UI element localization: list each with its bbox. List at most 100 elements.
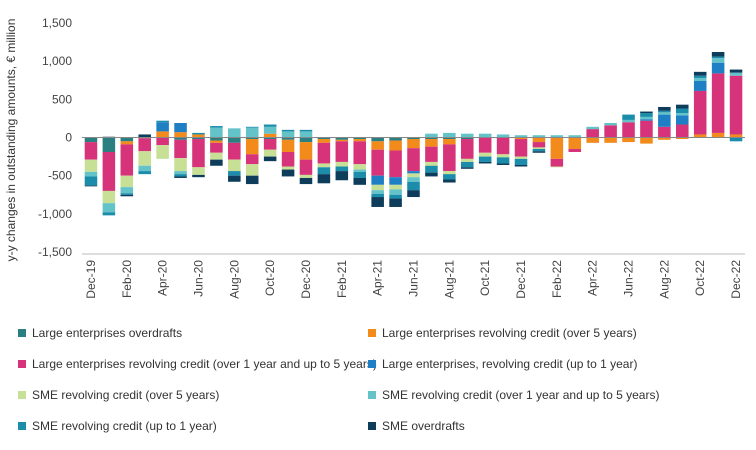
bar-segment bbox=[711, 132, 725, 138]
bar-segment bbox=[407, 173, 420, 178]
bar-segment bbox=[138, 171, 151, 175]
bar-segment bbox=[281, 131, 295, 138]
legend-label: Large enterprises revolving credit (over… bbox=[32, 357, 377, 371]
x-tick-label: Aug-21 bbox=[442, 260, 456, 299]
bar-segment bbox=[353, 171, 367, 178]
bar-segment bbox=[102, 152, 116, 191]
legend-label: SME revolving credit (over 1 year and up… bbox=[382, 388, 660, 402]
legend-swatch bbox=[368, 391, 376, 399]
bar-segment bbox=[693, 90, 707, 135]
bar-segment bbox=[371, 193, 384, 198]
bar-segment bbox=[353, 169, 367, 172]
legend-label: Large enterprises revolving credit (over… bbox=[382, 326, 637, 340]
bar-segment bbox=[192, 139, 205, 168]
bar-segment bbox=[568, 135, 582, 138]
bar-segment bbox=[676, 113, 689, 116]
bar-segment bbox=[245, 127, 259, 138]
bar-segment bbox=[228, 159, 241, 172]
legend-swatch bbox=[368, 329, 376, 337]
bar-segment bbox=[335, 161, 349, 167]
bar-segment bbox=[729, 72, 743, 76]
bar-segment bbox=[532, 135, 546, 138]
bar-segment bbox=[156, 145, 169, 159]
legend-item: SME revolving credit (over 5 years) bbox=[18, 388, 219, 402]
bar-segment bbox=[263, 156, 277, 162]
bar-segment bbox=[496, 154, 510, 158]
bar-segment bbox=[676, 108, 689, 114]
bar-segment bbox=[460, 139, 474, 159]
bar-segment bbox=[245, 154, 259, 165]
bar-segment bbox=[210, 152, 223, 160]
x-tick-label: Oct-22 bbox=[693, 260, 707, 296]
bar-segment bbox=[622, 122, 635, 138]
bar-segment bbox=[120, 194, 134, 197]
x-tick-label: Oct-20 bbox=[263, 260, 277, 296]
bar-segment bbox=[335, 141, 349, 162]
bar-segment bbox=[460, 158, 474, 162]
bar-segment bbox=[156, 120, 169, 123]
bar-segment bbox=[156, 122, 169, 132]
bar-segment bbox=[711, 58, 725, 63]
bar-segment bbox=[478, 161, 492, 164]
legend-label: SME overdrafts bbox=[382, 419, 465, 433]
bar-segment bbox=[711, 52, 725, 57]
bar-segment bbox=[192, 167, 205, 175]
bar-segment bbox=[120, 187, 134, 194]
bar-segment bbox=[245, 175, 259, 185]
legend-swatch bbox=[18, 391, 26, 399]
x-tick-label: Jun-21 bbox=[407, 260, 421, 297]
x-tick-label: Aug-20 bbox=[227, 260, 241, 299]
bar-segment bbox=[443, 179, 456, 183]
bar-segment bbox=[353, 177, 367, 185]
bar-segment bbox=[693, 134, 707, 138]
bar-segment bbox=[532, 147, 546, 149]
bar-segment bbox=[514, 137, 528, 140]
bar-segment bbox=[568, 148, 582, 152]
bar-segment bbox=[174, 139, 187, 159]
legend-item: Large enterprises, revolving credit (up … bbox=[368, 357, 637, 371]
bar-segment bbox=[532, 151, 546, 153]
y-tick-label: -500 bbox=[48, 169, 72, 183]
bar-segment bbox=[263, 139, 277, 150]
bar-segment bbox=[138, 151, 151, 166]
bar-segment bbox=[156, 137, 169, 146]
bar-segment bbox=[407, 171, 420, 174]
y-axis-label: y-y changes in outstanding amounts, € mi… bbox=[4, 19, 18, 262]
bar-segment bbox=[102, 203, 116, 213]
bar-segment bbox=[514, 135, 528, 138]
bar-segment bbox=[658, 126, 671, 138]
bar-segment bbox=[174, 174, 187, 177]
legend-item: SME revolving credit (up to 1 year) bbox=[18, 419, 217, 433]
bar-segment bbox=[228, 171, 241, 176]
legend-swatch bbox=[18, 360, 26, 368]
bar-segment bbox=[192, 132, 205, 135]
y-tick-label: 1,000 bbox=[42, 54, 72, 68]
bar-segment bbox=[443, 139, 456, 145]
bar-segment bbox=[353, 164, 367, 170]
bar-segment bbox=[658, 112, 671, 115]
bar-segment bbox=[138, 138, 151, 152]
bar-segment bbox=[263, 149, 277, 157]
x-tick-label: Jun-20 bbox=[191, 260, 205, 297]
bar-segment bbox=[263, 126, 277, 134]
x-tick-label: Dec-22 bbox=[729, 260, 743, 299]
bar-segment bbox=[425, 172, 438, 177]
bar-segment bbox=[353, 139, 367, 142]
bar-segment bbox=[443, 137, 456, 140]
bar-segment bbox=[604, 123, 617, 126]
x-tick-label: Apr-20 bbox=[156, 260, 170, 296]
bar-segment bbox=[192, 137, 205, 140]
legend-item: SME overdrafts bbox=[368, 419, 465, 433]
bar-segment bbox=[281, 169, 295, 177]
bar-segment bbox=[84, 176, 98, 186]
bar-segment bbox=[210, 126, 223, 128]
bar-segment bbox=[425, 137, 438, 140]
bar-segment bbox=[514, 164, 528, 167]
bar-segment bbox=[281, 166, 295, 170]
bar-segment bbox=[514, 156, 528, 159]
x-tick-label: Dec-20 bbox=[299, 260, 313, 299]
bar-segment bbox=[658, 110, 671, 113]
legend-label: Large enterprises overdrafts bbox=[32, 326, 183, 340]
bar-segment bbox=[210, 127, 223, 138]
